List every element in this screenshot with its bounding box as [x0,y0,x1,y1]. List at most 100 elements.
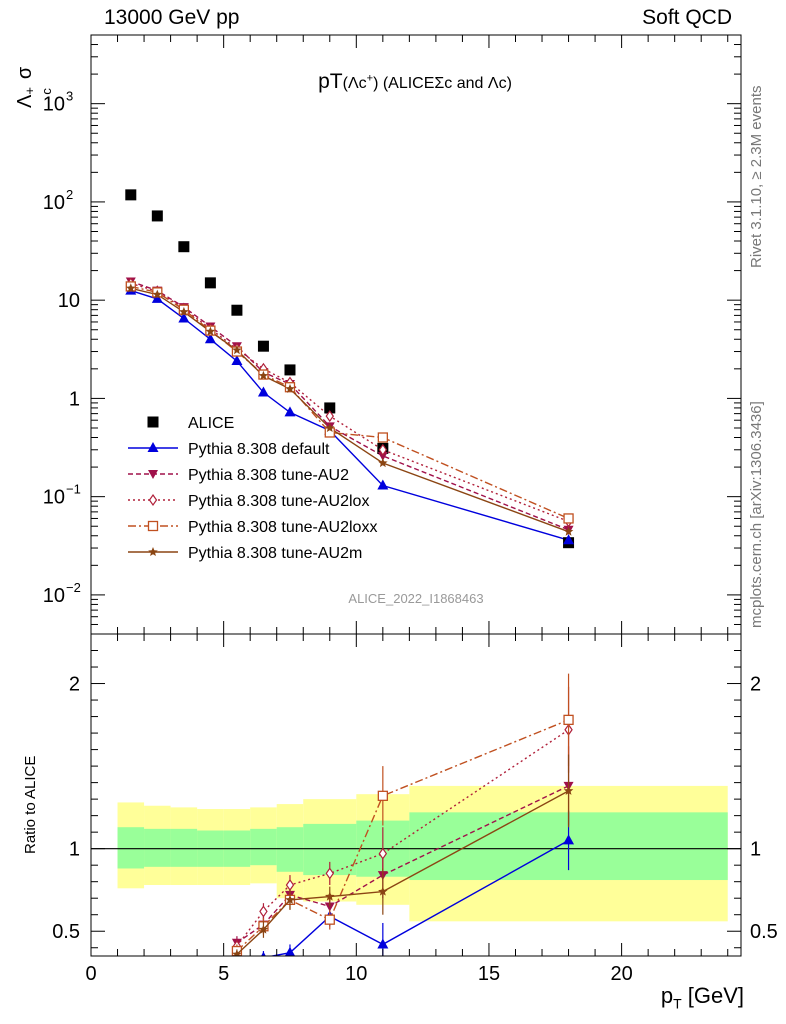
main-point-5-3 [205,326,216,336]
legend-label-4: Pythia 8.308 tune-AU2loxx [188,519,377,536]
x-tick-label-10: 10 [345,963,367,985]
ratio-point-0-6 [377,938,389,949]
x-tick-label-15: 15 [478,963,500,985]
x-tick-label-20: 20 [610,963,632,985]
main-point-1-3 [204,333,216,344]
legend-marker-5 [148,547,158,556]
band-green-2 [170,828,198,867]
ratio-ytick-label-right-0: 2 [750,674,761,696]
band-green-5 [250,828,277,866]
ratio-point-0-0 [178,976,189,986]
ratio-point-0-7 [563,834,575,845]
main-point-0-7 [324,402,336,414]
main-ytick-exp-5: −2 [66,580,81,595]
ratio-point-0-4 [284,946,296,956]
legend-marker-3 [148,493,158,507]
ratio-uncertainty-bands [91,785,741,922]
main-point-1-9 [563,534,575,545]
main-point-5-4 [232,345,242,355]
plot-title-paren: (Λc [342,75,367,92]
main-point-1-5 [257,386,269,397]
ratio-ytick-label-left-1: 1 [69,839,80,861]
main-line-3 [130,282,569,523]
main-point-0-4 [231,304,243,316]
main-ytick-label-1: 10 [43,192,65,214]
main-ytick-label-0: 10 [43,94,65,116]
legend-label-1: Pythia 8.308 default [188,441,330,458]
ratio-line-4 [236,790,569,955]
ratio-point-3-4 [377,790,388,801]
main-point-1-6 [284,406,296,417]
main-point-0-3 [204,277,216,289]
x-axis-label-main: p [660,983,674,1008]
ratio-line-2 [236,729,569,947]
main-point-0-2 [178,241,190,253]
main-point-1-8 [377,479,389,490]
ratio-point-4-1 [258,924,269,934]
ratio-point-4-5 [563,785,574,795]
main-point-0-6 [284,364,296,376]
ratio-point-1-3 [324,902,335,912]
main-point-5-5 [258,370,269,380]
main-ytick-exp-0: 3 [66,89,73,104]
plot-title-sup: + [366,72,374,85]
ratio-point-0-2 [231,958,242,968]
main-point-2-8 [377,451,388,461]
ratio-point-3-3 [324,914,335,925]
legend-marker-0 [147,416,159,428]
x-tick-label-0: 0 [85,963,96,985]
main-point-5-1 [152,289,163,299]
main-point-1-2 [178,312,190,323]
ratio-point-4-0 [232,949,242,956]
ratio-frame [90,633,742,957]
main-point-1-4 [231,355,243,366]
ratio-point-4-4 [378,886,388,896]
ratio-point-3-5 [563,714,574,726]
main-line-5 [130,287,569,533]
ratio-point-0-3 [261,951,266,956]
main-series-5 [126,283,574,536]
main-point-5-0 [126,283,136,293]
ratio-ytick-label-right-2: 0.5 [750,921,778,943]
main-ytick-label-4: 10 [43,487,65,509]
main-series-group [125,189,575,549]
main-line-1 [130,289,569,541]
ratio-ytick-label-left-0: 2 [69,674,80,696]
header-left: 13000 GeV pp [104,6,240,29]
x-axis-label-rest: [GeV] [681,983,744,1008]
main-point-4-9 [563,513,574,524]
main-line-2 [130,280,569,531]
main-ytick-label-3: 1 [69,388,80,410]
header-right: Soft QCD [642,6,732,29]
legend-label-0: ALICE [188,415,234,432]
legend-marker-4 [147,520,159,532]
main-point-0-1 [151,210,163,222]
main-point-5-7 [325,423,335,432]
plot-frames [90,34,742,957]
main-line-4 [130,285,569,520]
main-point-4-8 [377,432,388,443]
legend-marker-1 [147,442,159,452]
ratio-ytick-label-left-2: 0.5 [52,921,80,943]
plot-title-rest: ) (ALICEΣc and Λc) [373,75,512,92]
band-green-0 [117,827,145,869]
ratio-point-4-2 [285,894,295,904]
ratio-point-4-3 [325,891,335,901]
main-point-5-9 [563,526,574,536]
main-point-0-0 [125,189,137,201]
main-point-3-7 [325,410,335,423]
main-point-5-6 [285,383,295,393]
ratio-point-2-3 [325,867,335,880]
legend-label-3: Pythia 8.308 tune-AU2lox [188,493,369,510]
legend: ALICE Pythia 8.308 default Pythia 8.308 tu… [128,415,377,562]
band-green-6 [276,827,304,872]
plot-title: pT(Λc+) (ALICEΣc and Λc) [0,70,786,94]
x-axis-label-sub: T [673,995,682,1012]
ratio-point-2-4 [378,847,388,860]
main-ytick-exp-1: 2 [66,187,73,202]
main-point-5-2 [179,306,189,316]
ratio-ytick-label-right-1: 1 [750,839,761,861]
ratio-series-4 [232,754,574,956]
plot-title-main: pT [318,70,343,93]
